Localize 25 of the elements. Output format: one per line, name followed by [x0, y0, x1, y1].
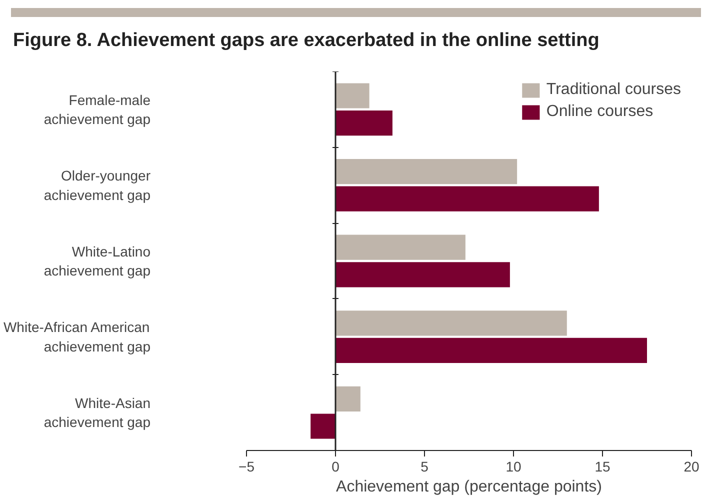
bar [336, 262, 510, 288]
bar [336, 83, 370, 108]
chart-title: Figure 8. Achievement gaps are exacerbated in the online setting [12, 29, 600, 53]
y-tick-label: Older-younger achievement gap [44, 168, 151, 203]
y-tick-label: Female-male achievement gap [44, 92, 151, 127]
y-tick-label: White-African American achievement gap [3, 319, 151, 354]
x-tick-label: 0 [332, 458, 340, 474]
x-tick-label: −5 [238, 458, 255, 474]
bar [336, 110, 392, 136]
y-tick-label: White-Asian achievement gap [44, 395, 151, 430]
x-tick-label: 20 [684, 458, 700, 474]
legend-label: Online courses [546, 103, 654, 121]
bar [336, 234, 466, 260]
bar [336, 338, 647, 363]
y-tick-label: White-Latino achievement gap [44, 243, 151, 279]
bar [336, 186, 599, 212]
bar [336, 159, 518, 184]
legend-label: Traditional courses [546, 81, 681, 99]
x-axis-title: Achievement gap (percentage points) [336, 478, 602, 496]
x-tick-label: 5 [420, 458, 429, 474]
x-tick-label: 10 [506, 458, 522, 474]
bar [336, 386, 360, 412]
bar [336, 310, 567, 336]
bar [310, 414, 336, 439]
x-tick-label: 15 [594, 458, 610, 474]
